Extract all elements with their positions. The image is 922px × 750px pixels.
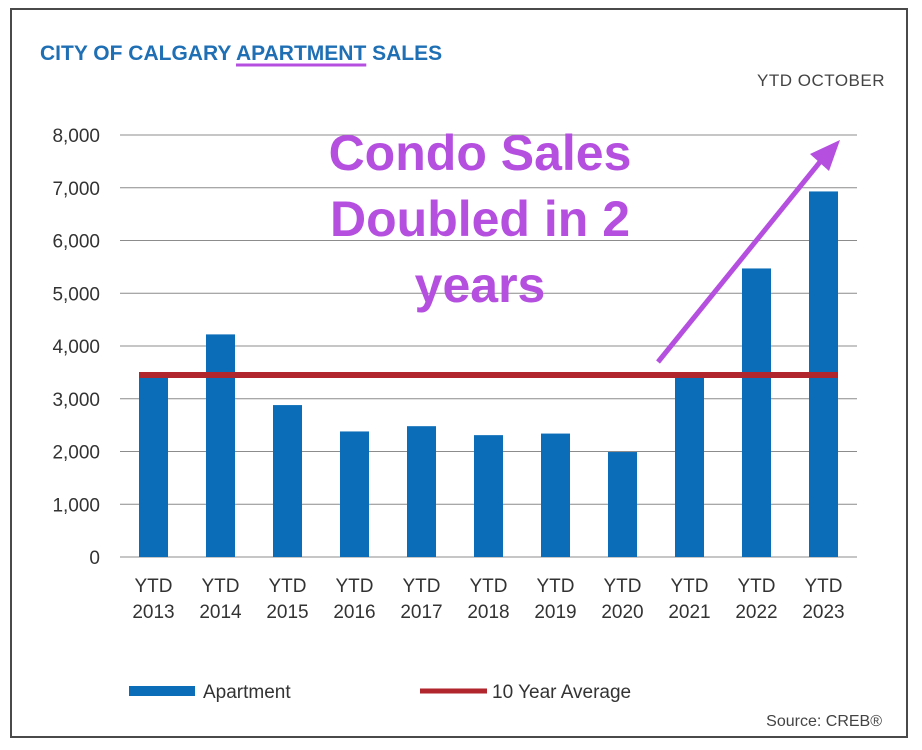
- x-tick-label: YTD: [135, 576, 173, 597]
- x-tick-label: 2017: [400, 602, 442, 623]
- y-tick-label: 8,000: [52, 126, 100, 147]
- x-tick-label: YTD: [202, 576, 240, 597]
- chart-title: CITY OF CALGARY APARTMENT SALES: [40, 42, 442, 65]
- x-tick-label: 2015: [266, 602, 308, 623]
- y-tick-label: 3,000: [52, 390, 100, 411]
- x-tick-label: YTD: [805, 576, 843, 597]
- bar-apartment: [273, 405, 302, 557]
- bar-apartment: [340, 431, 369, 557]
- x-tick-label: 2021: [668, 602, 710, 623]
- title-part-2: APARTMENT: [236, 42, 366, 65]
- y-tick-label: 2,000: [52, 443, 100, 464]
- annotation: Condo Sales Doubled in 2 years: [329, 125, 632, 313]
- y-tick-label: 7,000: [52, 179, 100, 200]
- y-tick-label: 6,000: [52, 232, 100, 253]
- bar-apartment: [608, 452, 637, 557]
- trend-arrow-icon: [656, 140, 840, 364]
- bar-apartment: [407, 426, 436, 557]
- y-tick-label: 4,000: [52, 337, 100, 358]
- x-tick-label: 2020: [601, 602, 643, 623]
- x-tick-label: 2019: [534, 602, 576, 623]
- x-tick-label: 2022: [735, 602, 777, 623]
- y-tick-label: 5,000: [52, 284, 100, 305]
- x-tick-label: 2018: [467, 602, 509, 623]
- x-tick-label: 2016: [333, 602, 375, 623]
- x-tick-label: 2023: [802, 602, 844, 623]
- x-axis-ticks: YTD 2013 YTD 2014 YTD 2015 YTD 2016 YTD 2017 YTD 20…: [132, 576, 844, 623]
- x-tick-label: 2013: [132, 602, 174, 623]
- legend-label-apartment: Apartment: [203, 682, 291, 703]
- x-tick-label: YTD: [470, 576, 508, 597]
- bar-apartment: [139, 372, 168, 557]
- legend-label-average: 10 Year Average: [492, 682, 631, 703]
- bar-apartment: [474, 435, 503, 557]
- chart-subtitle: YTD OCTOBER: [757, 71, 885, 90]
- x-tick-label: YTD: [537, 576, 575, 597]
- source-note: Source: CREB®: [766, 713, 882, 730]
- legend-swatch-apartment: [129, 686, 195, 696]
- bar-apartment: [206, 334, 235, 557]
- bar-apartment: [541, 433, 570, 557]
- x-tick-label: 2014: [199, 602, 242, 623]
- legend: Apartment 10 Year Average: [129, 682, 631, 703]
- x-tick-label: YTD: [738, 576, 776, 597]
- gridlines: [120, 134, 857, 558]
- x-tick-label: YTD: [403, 576, 441, 597]
- annotation-line-2: Doubled in 2: [330, 191, 630, 247]
- bar-apartment: [675, 375, 704, 557]
- title-part-3: SALES: [366, 42, 442, 65]
- bar-apartment: [742, 268, 771, 557]
- x-tick-label: YTD: [671, 576, 709, 597]
- chart-canvas: CITY OF CALGARY APARTMENT SALES YTD OCTO…: [40, 42, 885, 730]
- chart-frame: CITY OF CALGARY APARTMENT SALES YTD OCTO…: [10, 8, 908, 738]
- x-tick-label: YTD: [336, 576, 374, 597]
- annotation-line-3: years: [415, 257, 546, 313]
- y-axis-ticks: 0 1,000 2,000 3,000 4,000 5,000 6,000 7,000 8,00…: [52, 126, 100, 569]
- title-part-1: CITY OF CALGARY: [40, 42, 236, 65]
- y-tick-label: 0: [89, 548, 100, 569]
- bars: [139, 191, 838, 557]
- annotation-line-1: Condo Sales: [329, 125, 632, 181]
- x-tick-label: YTD: [604, 576, 642, 597]
- y-tick-label: 1,000: [52, 495, 100, 516]
- x-tick-label: YTD: [269, 576, 307, 597]
